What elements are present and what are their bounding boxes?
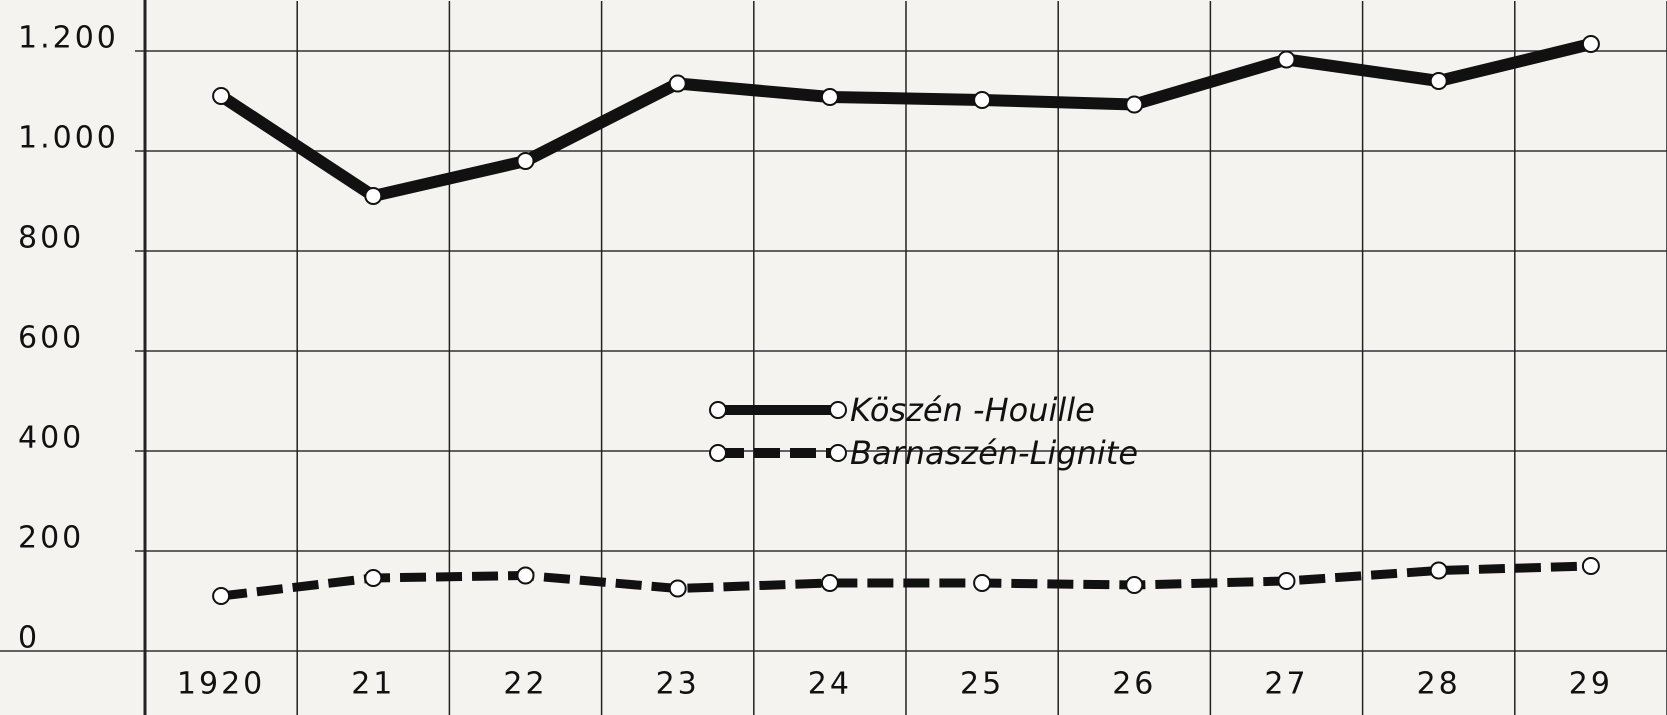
y-tick-label: 1.000 xyxy=(18,121,119,156)
legend-marker xyxy=(709,444,727,462)
data-point xyxy=(1429,561,1448,580)
x-tick-label: 25 xyxy=(960,667,1004,702)
legend-label: Barnaszén-Lignite xyxy=(850,434,1138,472)
y-tick-label: 800 xyxy=(18,221,84,256)
x-tick-label: 21 xyxy=(351,667,395,702)
data-point xyxy=(1581,557,1600,575)
y-tick-label: 0 xyxy=(18,621,40,656)
data-point xyxy=(820,574,839,592)
data-point xyxy=(820,88,839,106)
y-tick-label: 200 xyxy=(18,521,84,556)
y-tick-label: 1.200 xyxy=(18,21,119,56)
x-tick-label: 22 xyxy=(503,667,547,702)
legend-marker xyxy=(829,444,847,462)
data-point xyxy=(1581,35,1600,53)
series-line xyxy=(217,38,1593,202)
y-tick-label: 400 xyxy=(18,421,84,456)
data-point xyxy=(1125,95,1144,114)
series-line xyxy=(220,561,1592,601)
data-point xyxy=(212,587,231,605)
data-point xyxy=(516,566,535,585)
data-point xyxy=(1277,50,1296,69)
data-point xyxy=(1277,572,1296,590)
data-point xyxy=(1125,576,1144,594)
data-point xyxy=(516,152,535,170)
x-tick-label: 24 xyxy=(808,667,852,702)
x-tick-label: 29 xyxy=(1569,667,1613,702)
data-point xyxy=(973,91,992,109)
data-point xyxy=(668,579,687,598)
data-point xyxy=(364,569,383,587)
x-tick-label: 23 xyxy=(656,667,700,702)
data-point xyxy=(212,87,231,105)
x-tick-label: 27 xyxy=(1264,667,1308,702)
legend-marker xyxy=(709,401,727,419)
x-tick-label: 28 xyxy=(1417,667,1461,702)
data-point xyxy=(668,74,687,93)
data-point xyxy=(973,574,992,592)
x-tick-label: 26 xyxy=(1112,667,1156,702)
legend: Köszén -Houille Barnaszén-Lignite xyxy=(709,391,1138,472)
legend-background xyxy=(700,385,1180,480)
data-point xyxy=(364,187,383,205)
y-tick-label: 600 xyxy=(18,321,84,356)
data-point xyxy=(1429,72,1448,90)
legend-label: Köszén -Houille xyxy=(850,391,1095,429)
legend-marker xyxy=(829,401,847,419)
x-tick-label: 1920 xyxy=(177,667,265,702)
